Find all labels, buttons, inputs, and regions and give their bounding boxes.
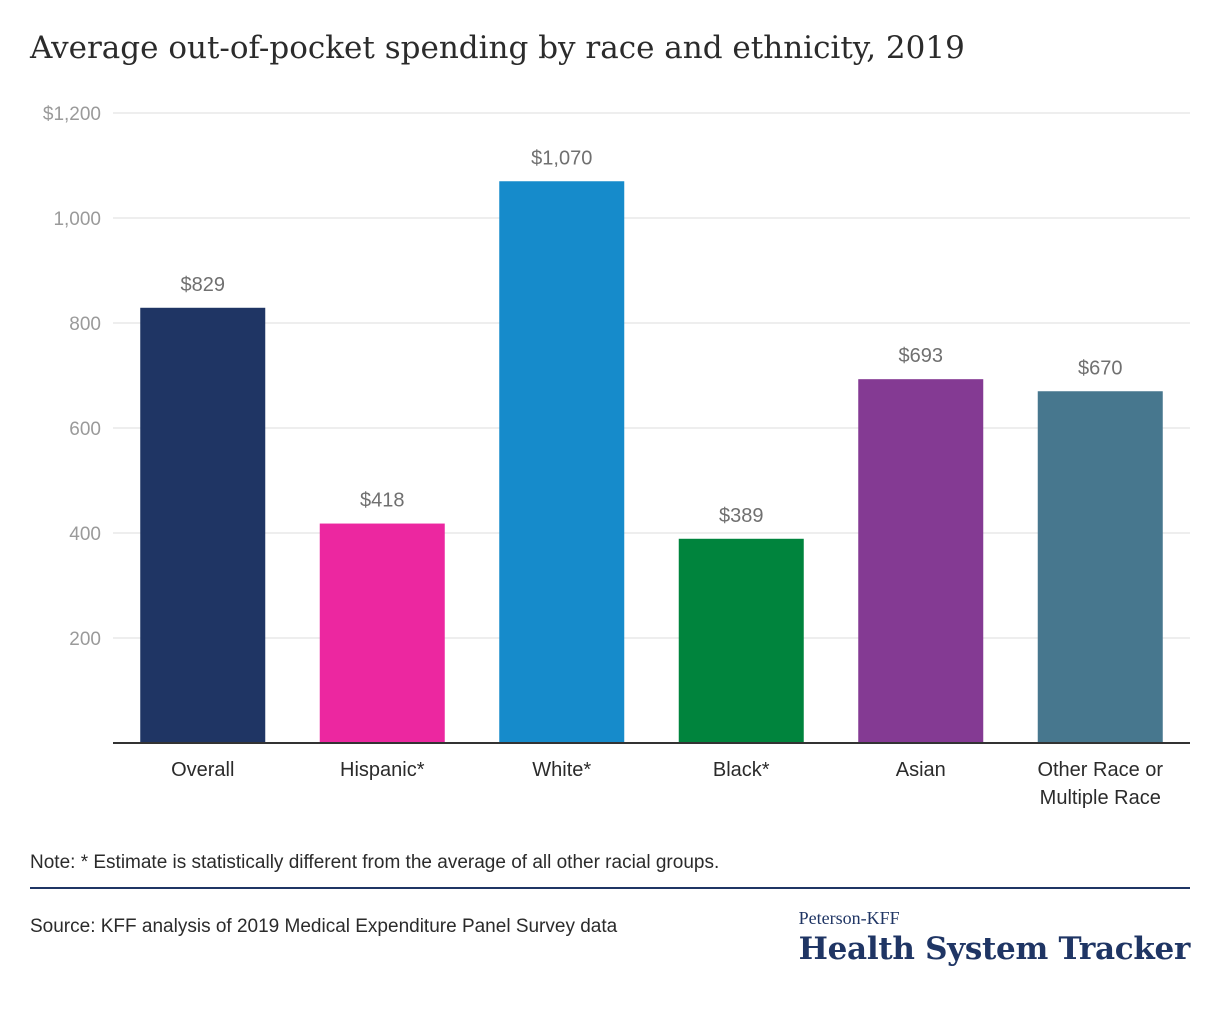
bar: [858, 379, 984, 743]
bar-value-label: $693: [899, 345, 944, 367]
bar-value-label: $418: [360, 490, 405, 512]
bar-value-label: $670: [1078, 357, 1123, 379]
bar: [319, 523, 445, 743]
bar: [1037, 391, 1163, 743]
brand-logo[interactable]: Peterson-KFF Health System Tracker: [798, 908, 1191, 967]
y-tick-label: 1,000: [53, 209, 101, 230]
chart-note: Note: * Estimate is statistically differ…: [30, 852, 720, 873]
bar-chart: 200 400 600 800 1,000 $1,200 $829 Overall $418 Hi…: [43, 104, 1190, 809]
category-label: Black*: [713, 759, 770, 781]
logo-title: Health System Tracker: [798, 931, 1191, 967]
category-label: Hispanic*: [340, 759, 425, 781]
bar: [678, 538, 804, 743]
y-tick-label: $1,200: [43, 104, 101, 125]
logo-subtitle: Peterson-KFF: [798, 908, 900, 928]
category-label: Other Race or: [1037, 759, 1163, 781]
chart-source: Source: KFF analysis of 2019 Medical Exp…: [30, 916, 618, 937]
bar: [499, 181, 625, 743]
y-tick-label: 200: [69, 629, 101, 650]
y-tick-label: 800: [69, 314, 101, 335]
chart-title: Average out-of-pocket spending by race a…: [30, 30, 965, 66]
y-tick-label: 600: [69, 419, 101, 440]
bar-value-label: $1,070: [531, 147, 592, 169]
category-label: Multiple Race: [1040, 787, 1161, 809]
bar-value-label: $389: [719, 505, 764, 527]
footer-divider: [30, 887, 1190, 889]
category-label: Asian: [896, 759, 946, 781]
bar: [140, 307, 266, 743]
y-tick-label: 400: [69, 524, 101, 545]
category-label: Overall: [171, 759, 234, 781]
category-label: White*: [532, 759, 591, 781]
bar-value-label: $829: [181, 274, 226, 296]
